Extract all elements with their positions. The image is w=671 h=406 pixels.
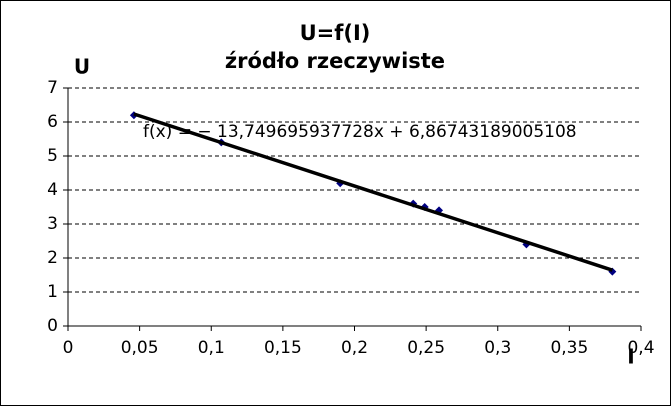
y-tick-label: 7 [47,78,58,98]
y-tick-label: 0 [47,316,58,336]
x-axis-label: I [627,345,634,369]
x-tick-label: 0,4 [627,338,654,358]
y-tick-label: 4 [47,180,58,200]
trendline-equation: f(x) = − 13,749695937728x + 6,8674318900… [143,122,577,142]
x-tick-label: 0,3 [484,338,511,358]
x-tick-label: 0,1 [198,338,225,358]
y-tick-label: 1 [47,282,58,302]
chart-subtitle: źródło rzeczywiste [225,49,445,73]
x-tick-label: 0,35 [550,338,588,358]
x-tick-label: 0,2 [341,338,368,358]
y-tick-label: 6 [47,112,58,132]
y-axis-label: U [74,55,90,79]
y-tick-label: 2 [47,248,58,268]
x-tick-label: 0,15 [264,338,302,358]
trendline [133,112,613,272]
x-tick-label: 0,25 [407,338,445,358]
y-tick-label: 5 [47,146,58,166]
chart-title: U=f(I) [300,21,371,45]
x-tick-label: 0,05 [121,338,159,358]
y-tick-label: 3 [47,214,58,234]
x-tick-label: 0 [63,338,74,358]
